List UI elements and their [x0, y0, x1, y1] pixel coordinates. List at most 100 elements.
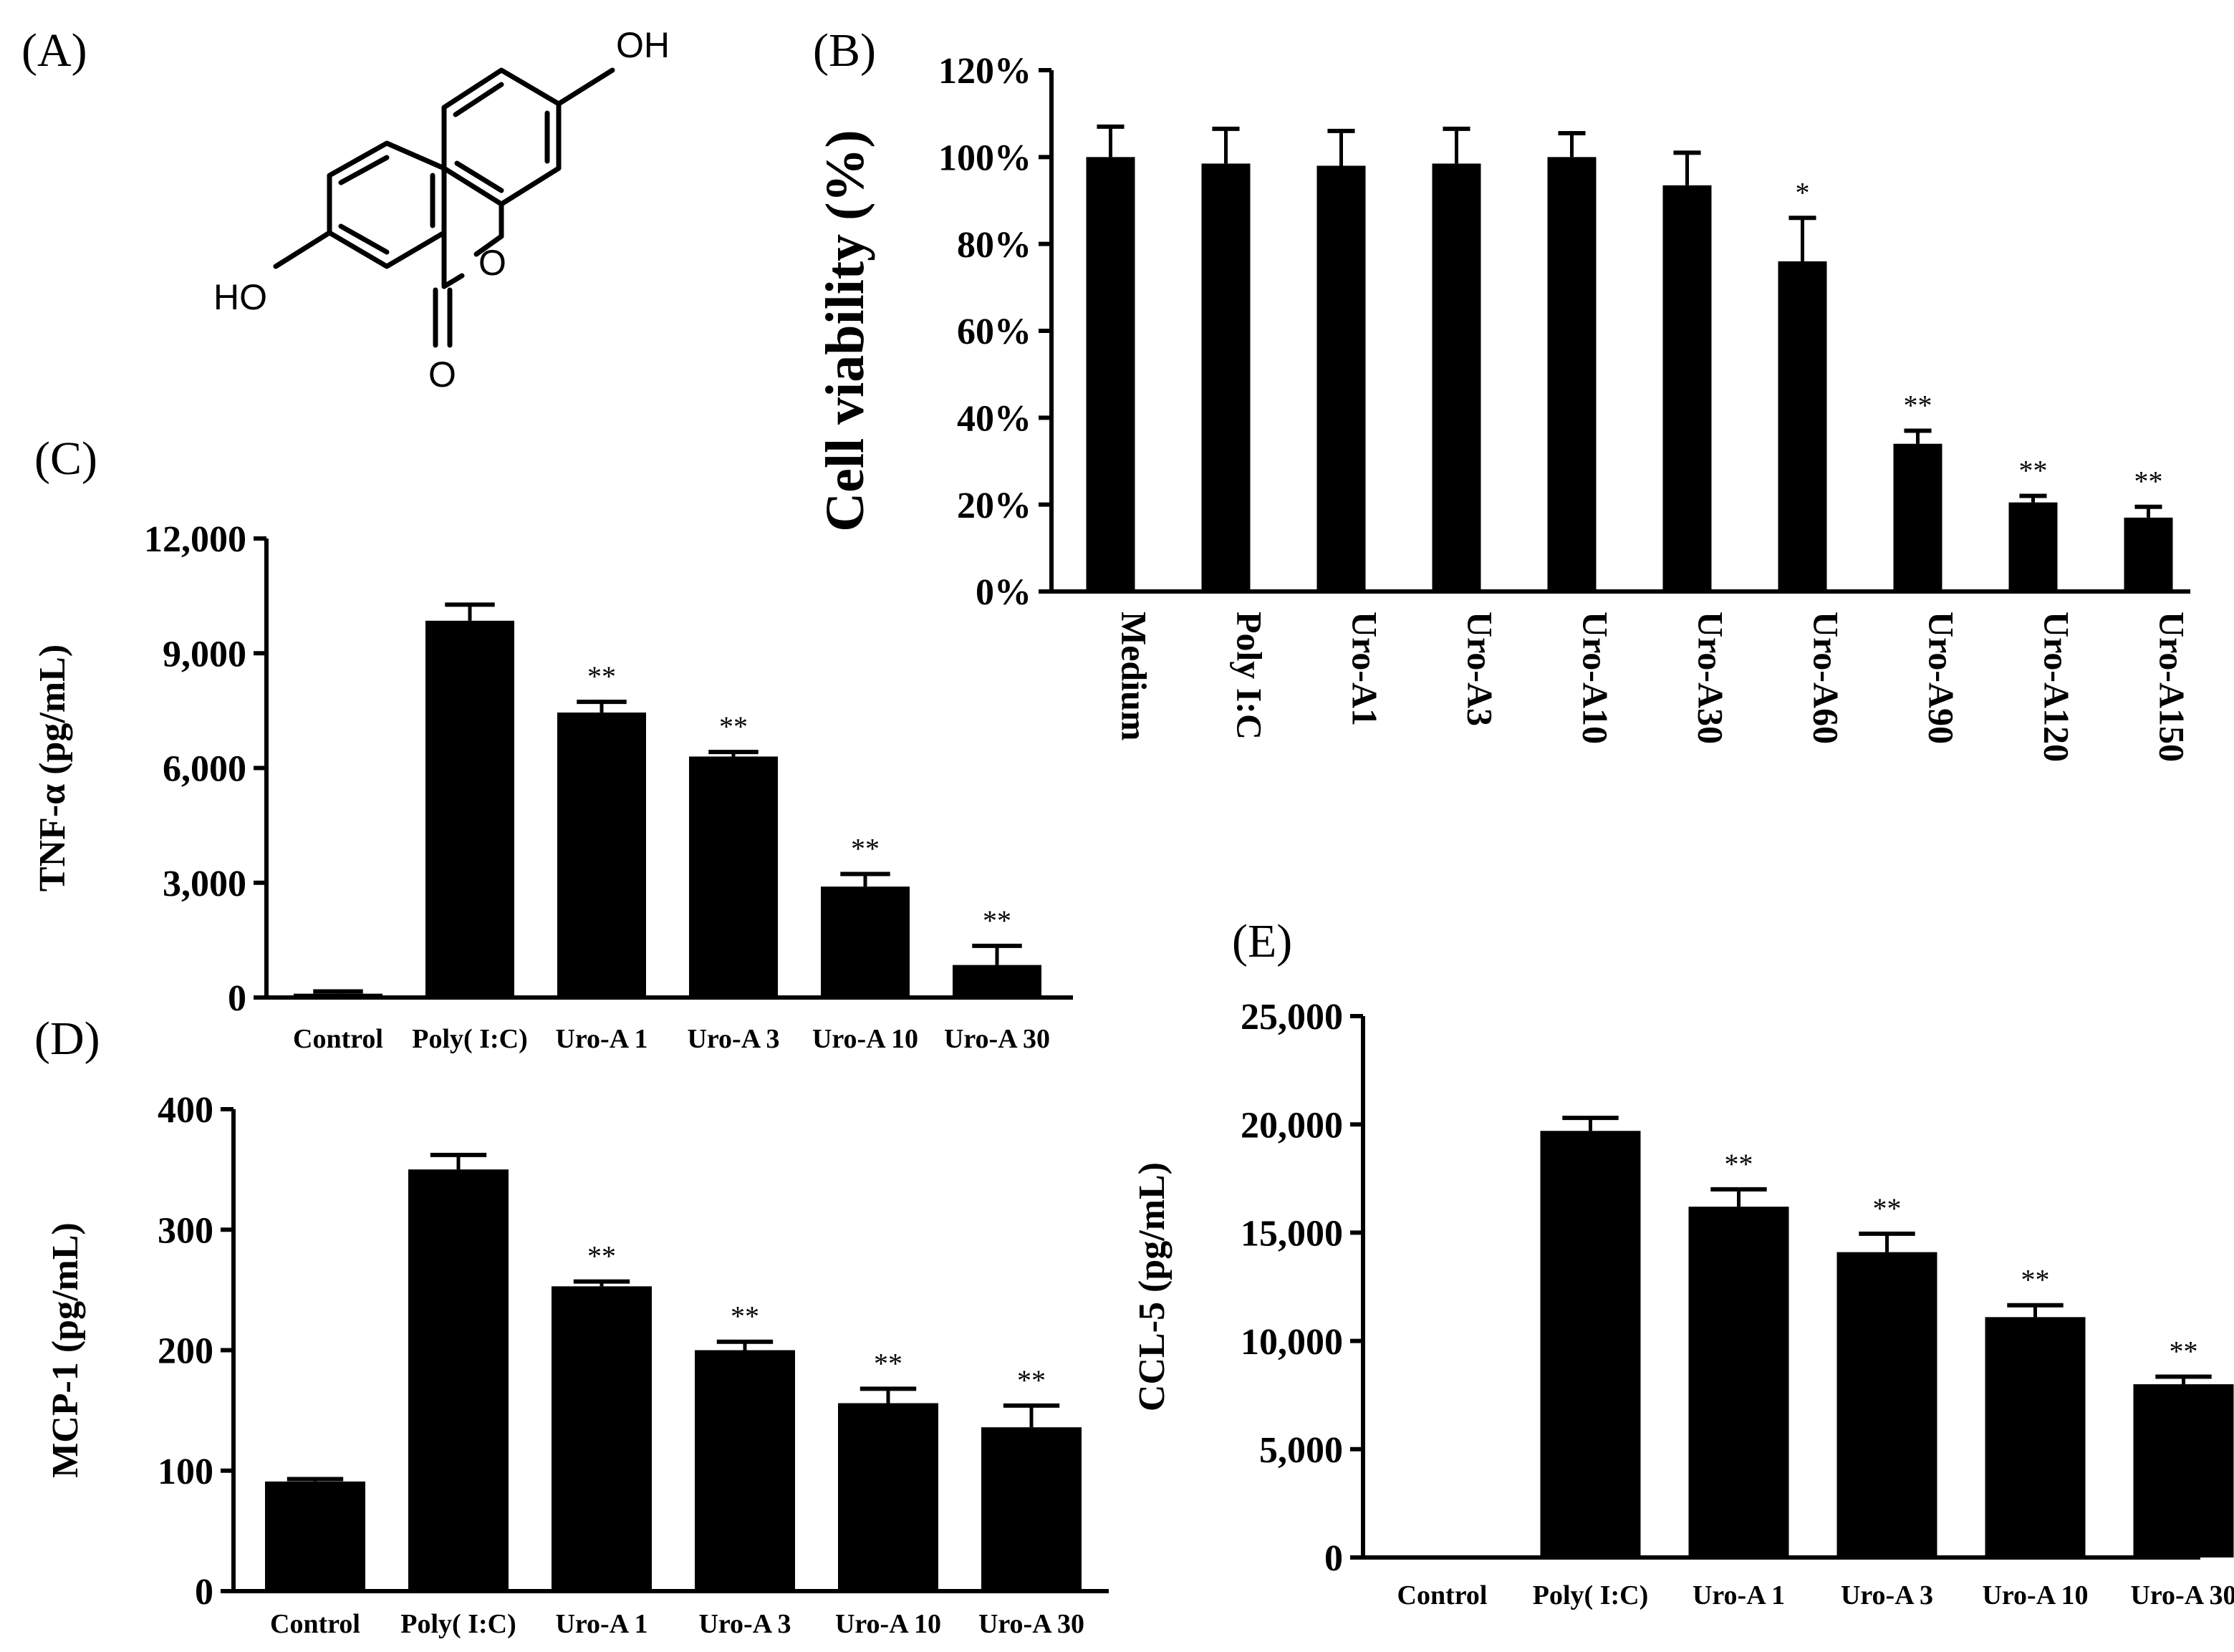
category-label: Uro-A 1: [1693, 1580, 1785, 1610]
y-axis-title: TNF-α (pg/mL): [32, 644, 73, 892]
bar: [1778, 261, 1827, 591]
bar: [1540, 1131, 1641, 1557]
y-tick-label: 100: [158, 1451, 213, 1492]
y-tick-label: 15,000: [1241, 1214, 1343, 1255]
bar: [408, 1169, 509, 1591]
chart-cell-viability: 0% 20% 40% 60% 80% 100% 120% Cell viability (%)…: [815, 51, 2192, 762]
bar: [1662, 185, 1712, 591]
y-tick-label: 25,000: [1241, 997, 1343, 1038]
category-label: Control: [270, 1609, 360, 1639]
hydroxyl-left-label: HO: [213, 277, 267, 317]
y-tick-label: 5,000: [1259, 1430, 1343, 1471]
y-tick-label: 200: [158, 1331, 213, 1372]
bar: [689, 756, 778, 998]
y-tick-label: 60%: [957, 311, 1031, 352]
category-label: Uro-A 1: [555, 1024, 647, 1054]
y-tick-label: 0: [228, 978, 246, 1019]
y-axis-title: Cell viability (%): [815, 130, 875, 532]
ring-oxygen-label: O: [478, 243, 506, 283]
urolithin-a-structure: [273, 67, 615, 348]
y-tick-label: 0%: [976, 572, 1031, 613]
category-label: Uro-A 3: [698, 1609, 791, 1639]
significance-label: *: [1796, 176, 1810, 208]
significance-label: **: [719, 710, 748, 743]
category-label: Medium: [1114, 612, 1155, 741]
bar: [981, 1427, 1082, 1591]
y-tick-label: 20%: [957, 486, 1031, 526]
bar: [425, 620, 514, 998]
y-tick-label: 9,000: [163, 634, 246, 675]
category-label: Poly I:C: [1230, 612, 1270, 740]
y-tick-label: 300: [158, 1210, 213, 1251]
y-tick-label: 0: [1324, 1538, 1343, 1579]
bar: [557, 713, 646, 998]
category-label: Uro-A 30: [944, 1024, 1050, 1054]
bar: [1201, 163, 1251, 591]
significance-label: **: [1904, 390, 1932, 422]
benzene-ring-top: [441, 67, 562, 207]
bar: [1893, 443, 1942, 591]
category-label: Uro-A1: [1345, 612, 1385, 726]
category-label: Poly( I:C): [1533, 1580, 1648, 1610]
category-label: Uro-A 3: [687, 1024, 779, 1054]
significance-label: **: [731, 1300, 759, 1333]
panel-label-c: (C): [34, 433, 97, 485]
category-label: Uro-A120: [2037, 612, 2077, 762]
bar: [1316, 165, 1366, 591]
benzene-ring-left: [327, 140, 447, 269]
bar: [552, 1286, 652, 1591]
y-tick-label: 3,000: [163, 864, 246, 904]
bar: [265, 1481, 365, 1591]
category-label: Uro-A3: [1460, 612, 1501, 726]
category-label: Poly( I:C): [400, 1609, 516, 1639]
category-label: Uro-A150: [2152, 612, 2192, 762]
bar: [294, 993, 382, 998]
bar: [1836, 1252, 1937, 1557]
category-label: Uro-A 30: [2130, 1580, 2234, 1610]
bar: [1547, 157, 1597, 592]
bar: [1688, 1207, 1789, 1557]
bar: [953, 965, 1041, 998]
significance-label: **: [587, 1240, 616, 1272]
significance-label: **: [2021, 1264, 2050, 1296]
category-label: Poly( I:C): [412, 1024, 527, 1054]
y-tick-label: 0: [195, 1572, 213, 1613]
y-tick-label: 80%: [957, 225, 1031, 266]
significance-label: **: [587, 660, 616, 692]
panel-label-b: (B): [813, 24, 876, 77]
category-label: Uro-A 1: [555, 1609, 647, 1639]
significance-label: **: [2170, 1335, 2198, 1367]
category-label: Uro-A 10: [812, 1024, 918, 1054]
chart-mcp-1: 0 100 200 300 400 MCP-1 (pg/mL) Control Poly( I…: [45, 1090, 1109, 1639]
category-label: Uro-A 3: [1841, 1580, 1933, 1610]
significance-label: **: [874, 1347, 902, 1379]
y-tick-label: 10,000: [1241, 1322, 1343, 1363]
bar: [1432, 163, 1481, 591]
category-label: Uro-A 10: [835, 1609, 941, 1639]
bar: [1086, 157, 1135, 592]
bar: [2133, 1384, 2234, 1557]
significance-label: **: [2134, 465, 2163, 498]
category-label: Uro-A30: [1691, 612, 1731, 744]
category-label: Uro-A 10: [1982, 1580, 2088, 1610]
y-tick-label: 40%: [957, 399, 1031, 440]
significance-label: **: [2019, 455, 2048, 487]
bar: [2008, 502, 2058, 591]
category-label: Uro-A90: [1922, 612, 1962, 744]
significance-label: **: [1725, 1148, 1753, 1180]
hydroxyl-top-label: OH: [616, 25, 670, 65]
y-axis-title: CCL-5 (pg/mL): [1132, 1162, 1173, 1411]
significance-label: **: [1017, 1364, 1046, 1396]
chart-tnf-alpha: 0 3,000 6,000 9,000 12,000 TNF-α (pg/mL) Contr…: [32, 519, 1073, 1054]
bar: [821, 887, 910, 998]
bar: [695, 1350, 795, 1591]
bar: [1985, 1317, 2086, 1557]
y-tick-label: 400: [158, 1090, 213, 1131]
significance-label: **: [851, 832, 880, 864]
chart-ccl-5: 0 5,000 10,000 15,000 20,000 25,000 CCL-5 (pg/…: [1132, 997, 2234, 1610]
bar: [838, 1403, 938, 1591]
category-label: Uro-A 30: [978, 1609, 1084, 1639]
panel-label-a: (A): [21, 24, 87, 77]
carbonyl-oxygen-label: O: [428, 354, 456, 395]
